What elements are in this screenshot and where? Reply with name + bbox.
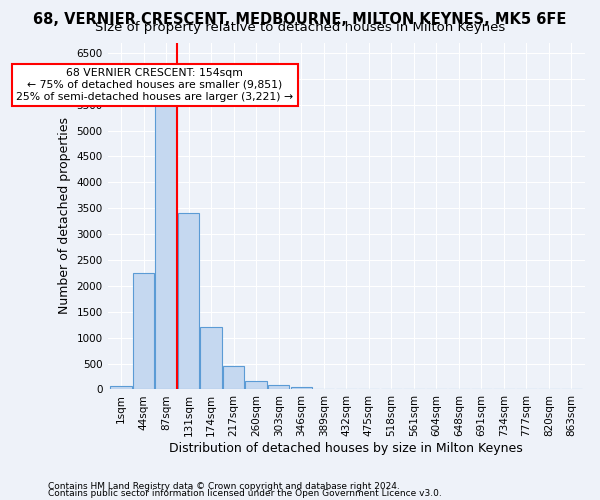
X-axis label: Distribution of detached houses by size in Milton Keynes: Distribution of detached houses by size … (169, 442, 523, 455)
Bar (245, 382, 267, 390)
Bar (200, 328, 222, 390)
Y-axis label: Number of detached properties: Number of detached properties (58, 118, 71, 314)
Text: Contains HM Land Registry data © Crown copyright and database right 2024.: Contains HM Land Registry data © Crown c… (48, 482, 400, 491)
Bar (155, 84, 177, 390)
Bar (110, 386, 132, 390)
Bar (223, 366, 244, 390)
Text: Size of property relative to detached houses in Milton Keynes: Size of property relative to detached ho… (95, 22, 505, 35)
Bar (178, 214, 199, 390)
Bar (290, 388, 312, 390)
Bar (268, 385, 289, 390)
Bar (133, 273, 154, 390)
Text: 68, VERNIER CRESCENT, MEDBOURNE, MILTON KEYNES, MK5 6FE: 68, VERNIER CRESCENT, MEDBOURNE, MILTON … (34, 12, 566, 26)
Text: 68 VERNIER CRESCENT: 154sqm
← 75% of detached houses are smaller (9,851)
25% of : 68 VERNIER CRESCENT: 154sqm ← 75% of det… (16, 68, 293, 102)
Text: Contains public sector information licensed under the Open Government Licence v3: Contains public sector information licen… (48, 489, 442, 498)
